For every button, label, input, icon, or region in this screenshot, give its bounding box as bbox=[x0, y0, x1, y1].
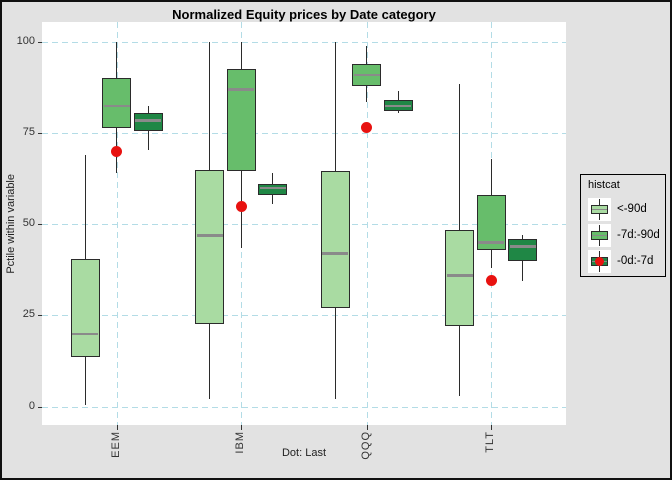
gridline-vertical bbox=[366, 22, 368, 425]
y-tick-label: 50 bbox=[22, 217, 35, 230]
y-tick-label: 25 bbox=[22, 308, 35, 321]
gridline-horizontal bbox=[42, 406, 566, 408]
gridline-vertical bbox=[116, 22, 118, 425]
last-value-dot bbox=[235, 200, 247, 212]
median-line bbox=[322, 252, 348, 255]
last-value-dot bbox=[361, 122, 372, 134]
y-tick-label: 0 bbox=[28, 399, 35, 412]
legend-entry-label: -7d:-90d bbox=[617, 229, 660, 241]
y-tick-mark bbox=[38, 315, 42, 317]
median-line bbox=[385, 104, 411, 108]
median-line bbox=[72, 332, 98, 336]
whisker-icon bbox=[599, 213, 600, 220]
boxplot-box bbox=[226, 69, 256, 172]
y-axis-title: Pctile within variable bbox=[5, 173, 17, 274]
x-tick-mark bbox=[491, 425, 493, 430]
last-value-dot bbox=[111, 145, 122, 157]
median-line bbox=[228, 88, 255, 91]
y-tick-mark bbox=[38, 406, 42, 408]
legend: histcat <-90d -7d:-90d bbox=[580, 174, 666, 277]
boxplot-box bbox=[258, 184, 288, 196]
boxplot-box bbox=[70, 258, 100, 358]
median-line bbox=[135, 119, 161, 122]
dot-icon bbox=[595, 256, 604, 266]
boxplot-box bbox=[320, 171, 350, 309]
legend-entry-label: <-90d bbox=[617, 203, 647, 215]
gridline-horizontal bbox=[42, 224, 566, 226]
whisker-icon bbox=[599, 265, 600, 272]
y-tick-mark bbox=[38, 133, 42, 135]
boxplot-box bbox=[445, 229, 475, 327]
median-line bbox=[509, 245, 536, 248]
legend-entry: -7d:-90d bbox=[588, 222, 665, 248]
x-tick-mark bbox=[366, 425, 368, 430]
x-tick-mark bbox=[241, 425, 243, 430]
median-line bbox=[103, 104, 130, 108]
legend-entry: -0d:-7d bbox=[588, 248, 665, 274]
boxplot-box bbox=[102, 78, 131, 128]
whisker-icon bbox=[599, 198, 600, 205]
whisker-icon bbox=[599, 250, 600, 257]
chart-title: Normalized Equity prices by Date categor… bbox=[172, 7, 436, 22]
median-line bbox=[259, 186, 286, 190]
median-line bbox=[446, 274, 473, 277]
y-tick-mark bbox=[38, 224, 42, 226]
boxplot-box bbox=[195, 169, 225, 325]
boxplot-box bbox=[133, 113, 163, 132]
y-tick-label: 75 bbox=[22, 126, 35, 139]
last-value-dot bbox=[485, 275, 497, 287]
y-tick-mark bbox=[38, 42, 42, 43]
gridline-horizontal bbox=[42, 315, 566, 317]
median-line bbox=[196, 234, 223, 237]
boxplot-key-icon bbox=[588, 197, 611, 221]
boxplot-key-icon bbox=[588, 249, 611, 273]
median-icon bbox=[592, 208, 607, 210]
chart-caption: Dot: Last bbox=[281, 447, 327, 459]
boxplot-box bbox=[476, 195, 506, 250]
x-tick-mark bbox=[116, 425, 118, 430]
gridline-horizontal bbox=[42, 133, 566, 135]
median-line bbox=[478, 241, 505, 244]
y-axis-title-wrap: Pctile within variable bbox=[5, 22, 17, 425]
median-line bbox=[353, 73, 380, 77]
legend-entry: <-90d bbox=[588, 196, 665, 222]
median-icon bbox=[592, 234, 607, 236]
whisker-icon bbox=[599, 224, 600, 231]
whisker-icon bbox=[599, 239, 600, 246]
boxplot-key-icon bbox=[588, 223, 611, 247]
gridline-horizontal bbox=[42, 42, 566, 43]
y-tick-label: 100 bbox=[16, 35, 35, 47]
boxplot-box bbox=[508, 238, 538, 261]
legend-entry-label: -0d:-7d bbox=[617, 255, 654, 267]
legend-title: histcat bbox=[588, 179, 620, 191]
gridline-vertical bbox=[241, 22, 243, 425]
